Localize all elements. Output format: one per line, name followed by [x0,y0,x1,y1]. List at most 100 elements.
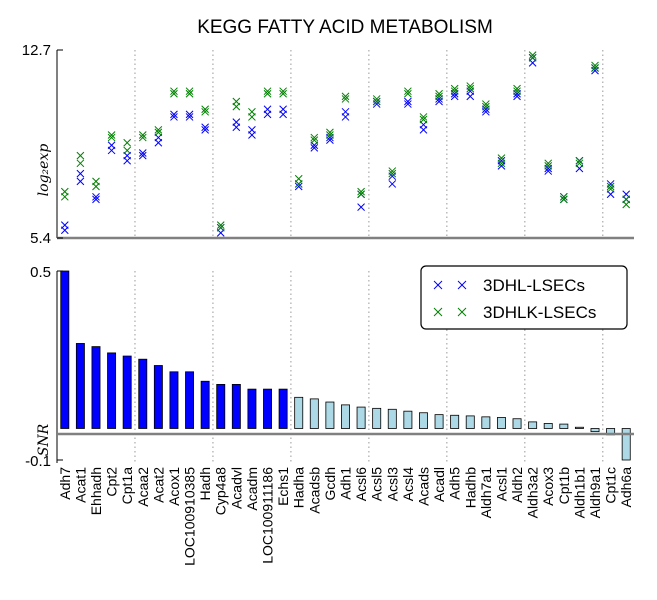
scatter-point [279,105,287,114]
scatter-point [606,182,615,191]
scatter-point [138,133,147,142]
scatter-point [404,100,412,108]
snr-bar [247,388,257,429]
bottom-y-axis-label: SNR [36,423,52,456]
snr-bar [200,380,210,429]
scatter-point [435,92,443,101]
snr-bar [403,410,413,429]
scatter-point [76,159,85,168]
scatter-point [294,182,303,191]
gene-label: Echs1 [275,467,291,506]
snr-bar [216,383,226,429]
expression-panel: 12.7 5.4 log₂exp [22,42,634,247]
snr-bar [169,371,179,429]
scatter-point [123,138,132,147]
scatter-point [435,89,443,98]
snr-bar [75,343,85,429]
scatter-point [60,187,69,196]
gene-label: LOC100911186 [260,467,276,564]
scatter-point [263,89,272,98]
gene-labels: Adh7 Acat1 Ehhadh Cpt2 Cpt1a Acaa2 Acat2 Acox1 L… [57,467,634,566]
snr-bar [434,414,444,429]
scatter-point [216,223,225,232]
scatter-point [559,192,568,201]
snr-bar [590,428,600,433]
snr-bar [543,423,553,429]
snr-bar [419,412,428,429]
gene-label: Acadm [244,467,260,511]
legend-entries: 3DHL-LSECs 3DHLK-LSECs [433,276,596,322]
scatter-point [185,89,194,98]
gene-label: Adh5 [447,467,463,500]
scatter-point [170,87,178,96]
scatter-point [357,187,365,196]
scatter-point [201,105,210,114]
gene-label: Hadhb [462,467,478,508]
snr-bar [356,406,366,429]
snr-bar [528,421,538,429]
gene-label: Acadl [431,467,447,502]
snr-bar [231,383,241,429]
gene-label: Cyp4a8 [213,467,229,515]
legend: 3DHL-LSECs 3DHLK-LSECs [420,265,628,330]
snr-panel: 0.5 -0.1 SNR Adh7 Acat1 Ehhadh Cpt2 Cpt1a Aca… [25,264,634,566]
scatter-point [404,87,412,96]
gene-label: Acat1 [72,467,88,503]
snr-bars [60,270,631,461]
scatter-point [76,151,85,160]
gene-label: Acox3 [540,467,556,506]
snr-bar [341,404,350,429]
scatter-point [185,87,194,96]
legend-marker [457,307,467,317]
scatter-point [92,177,100,186]
snr-bar [574,426,584,429]
scatter-point [544,159,553,168]
snr-bar [496,417,506,429]
snr-bar [450,414,460,429]
scatter-point [107,141,116,150]
legend-entry: 3DHL-LSECs [433,276,585,295]
gene-label: Aldh3a2 [525,467,541,519]
scatter-point [138,131,147,139]
scatter-point [419,113,428,121]
scatter-point [481,100,490,108]
gene-label: Acsl5 [369,467,385,501]
scatter-point [404,97,412,106]
snr-bar [91,346,101,429]
gene-label: Aldh7a1 [478,467,494,519]
snr-bar [122,355,132,429]
scatter-point [606,185,615,193]
gene-label: Adh6a [618,467,634,508]
gene-label: Adh1 [338,467,354,500]
snr-bar [309,398,319,429]
gene-label: Acadsb [306,467,322,514]
scatter-point [497,154,506,163]
scatter-point [138,149,147,157]
scatter-point [216,221,225,229]
scatter-point [341,92,350,101]
scatter-point [248,125,256,134]
scatter-point [76,177,85,186]
snr-bar [512,418,522,429]
scatter-point [263,87,272,96]
scatter-point [575,156,584,165]
scatter-point [201,123,210,132]
top-ytick-label-low: 5.4 [30,230,51,247]
top-grid-lines [134,50,604,238]
gene-label: Aldh2 [509,467,525,503]
scatter-point [170,113,178,121]
scatter-point [170,110,178,119]
gene-label: Cpt2 [104,467,120,497]
snr-bar [465,415,475,429]
scatter-point [404,89,412,98]
scatter-point [591,64,599,72]
scatter-point [326,128,334,137]
scatter-point [357,203,365,211]
scatter-point [201,125,210,134]
scatter-point [450,84,459,93]
snr-bar [138,358,148,429]
scatter-point [107,131,116,139]
scatter-point [279,87,287,96]
gene-label: Acadvl [228,467,244,509]
scatter-point [419,115,428,124]
